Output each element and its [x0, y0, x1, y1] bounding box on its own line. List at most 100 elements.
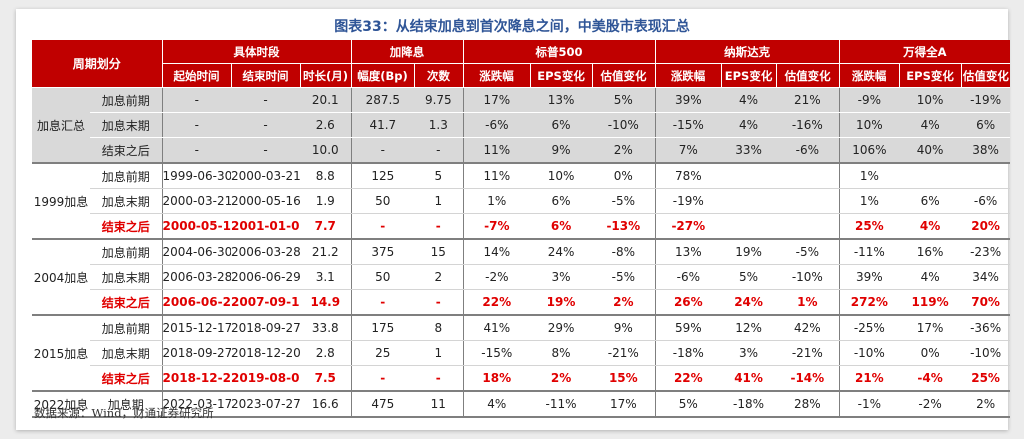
data-cell: 2022-03-17: [162, 391, 232, 418]
data-cell: 3%: [721, 340, 777, 366]
subheader-cell: 结束时间: [230, 63, 301, 88]
data-cell: 2018-09-27: [231, 315, 301, 341]
data-cell: 1: [414, 340, 464, 366]
data-cell: 4%: [721, 87, 777, 113]
data-cell: 0%: [592, 163, 656, 189]
data-cell: -11%: [530, 391, 593, 418]
data-cell: -6%: [463, 112, 531, 138]
data-cell: -1%: [839, 391, 900, 418]
data-cell: 13%: [530, 87, 593, 113]
data-cell: -27%: [655, 213, 722, 240]
data-cell: -: [414, 137, 464, 164]
subheader-cell: 次数: [413, 63, 464, 88]
section-label: 2015加息: [32, 315, 90, 392]
phase-label: 结束之后: [90, 137, 163, 164]
table-row: 加息末期 - -2.6 41.7 1.3 -6% 6% -10% -15% 4% -16% 10% 4%…: [32, 112, 1011, 138]
data-cell: -6%: [776, 137, 840, 164]
data-cell: [961, 163, 1011, 189]
data-cell: 7%: [655, 137, 722, 164]
data-cell: 2006-03-28: [231, 239, 301, 265]
data-cell: -: [162, 137, 232, 164]
data-cell: 38%: [961, 137, 1011, 164]
subheader-cell: 涨跌幅: [462, 63, 531, 88]
data-cell: 2001-01-03: [231, 213, 301, 240]
data-cell: -15%: [463, 340, 531, 366]
header-group-rate-change: 加降息: [350, 40, 464, 64]
data-cell: 125: [351, 163, 415, 189]
data-cell: 24%: [530, 239, 593, 265]
data-cell: 10%: [899, 87, 962, 113]
data-cell: 20%: [961, 213, 1011, 240]
data-cell: 5%: [721, 264, 777, 290]
data-cell: 17%: [463, 87, 531, 113]
header-group-wind-a: 万得全A: [838, 40, 1011, 64]
data-cell: -9%: [839, 87, 900, 113]
data-cell: -16%: [776, 112, 840, 138]
data-cell: 11%: [463, 163, 531, 189]
section-label: 2004加息: [32, 239, 90, 316]
data-cell: 2006-03-28: [162, 264, 232, 290]
table-row: 加息末期 2018-09-27 2018-12-20 2.8 25 1 -15% 8% -21%…: [32, 340, 1011, 366]
data-cell: -5%: [592, 188, 656, 214]
data-cell: -21%: [592, 340, 656, 366]
subheader-cell: 幅度(Bp): [350, 63, 415, 88]
data-cell: [776, 188, 840, 214]
data-cell: 4%: [899, 112, 962, 138]
data-cell: 5: [414, 163, 464, 189]
data-cell: -21%: [776, 340, 840, 366]
data-cell: 7.7: [300, 213, 352, 240]
data-cell: -5%: [592, 264, 656, 290]
data-cell: -: [231, 137, 301, 164]
data-cell: 20.1: [300, 87, 352, 113]
data-cell: 4%: [463, 391, 531, 418]
phase-label: 结束之后: [90, 289, 163, 316]
data-cell: -: [351, 137, 415, 164]
data-cell: -6%: [655, 264, 722, 290]
data-cell: 2000-03-21: [162, 188, 232, 214]
data-cell: -25%: [839, 315, 900, 341]
data-cell: 41%: [721, 365, 777, 392]
data-cell: -19%: [655, 188, 722, 214]
data-cell: 6%: [961, 112, 1011, 138]
data-cell: 29%: [530, 315, 593, 341]
table-row: 2022加息 加息期 2022-03-17 2023-07-27 16.6 475 11 4%…: [32, 391, 1011, 418]
data-cell: 2006-06-29: [162, 289, 232, 316]
header-group-sp500: 标普500: [462, 40, 656, 64]
data-cell: -10%: [592, 112, 656, 138]
subheader-cell: 估值变化: [591, 63, 656, 88]
data-cell: 2000-05-16: [231, 188, 301, 214]
data-cell: 11: [414, 391, 464, 418]
table-title: 图表33：从结束加息到首次降息之间，中美股市表现汇总: [334, 19, 690, 35]
report-card: 图表33：从结束加息到首次降息之间，中美股市表现汇总 周期划分 具体时段 加降息…: [16, 9, 1011, 430]
data-cell: 39%: [655, 87, 722, 113]
data-cell: 17%: [899, 315, 962, 341]
data-cell: 26%: [655, 289, 722, 316]
subheader-cell: 估值变化: [775, 63, 840, 88]
data-cell: 119%: [899, 289, 962, 316]
data-cell: 70%: [961, 289, 1011, 316]
data-cell: 78%: [655, 163, 722, 189]
data-cell: 2018-09-27: [162, 340, 232, 366]
data-cell: 375: [351, 239, 415, 265]
phase-label: 加息末期: [90, 264, 163, 290]
summary-table: 周期划分 具体时段 加降息 标普500 纳斯达克 万得全A 起始时间 结束时间 时长…: [32, 40, 1011, 418]
data-cell: 33%: [721, 137, 777, 164]
data-cell: 12%: [721, 315, 777, 341]
data-cell: 2004-06-30: [162, 239, 232, 265]
subheader-row: 起始时间 结束时间 时长(月) 幅度(Bp) 次数 涨跌幅 EPS变化 估值变化 涨跌幅 EPS变…: [32, 63, 1011, 88]
data-cell: 9%: [592, 315, 656, 341]
data-cell: 21%: [839, 365, 900, 392]
data-cell: -: [162, 112, 232, 138]
table-row: 1999加息 加息前期 1999-06-30 2000-03-21 8.8 125 5 11%…: [32, 163, 1011, 240]
phase-label: 结束之后: [90, 213, 163, 240]
header-group-time-range: 具体时段: [161, 40, 352, 64]
data-cell: 2%: [961, 391, 1011, 418]
data-cell: -2%: [463, 264, 531, 290]
data-cell: 2%: [592, 137, 656, 164]
data-cell: -: [414, 213, 464, 240]
data-cell: 42%: [776, 315, 840, 341]
phase-label: 加息末期: [90, 340, 163, 366]
subheader-cell: EPS变化: [529, 63, 593, 88]
data-cell: 2.8: [300, 340, 352, 366]
data-cell: 6%: [530, 188, 593, 214]
